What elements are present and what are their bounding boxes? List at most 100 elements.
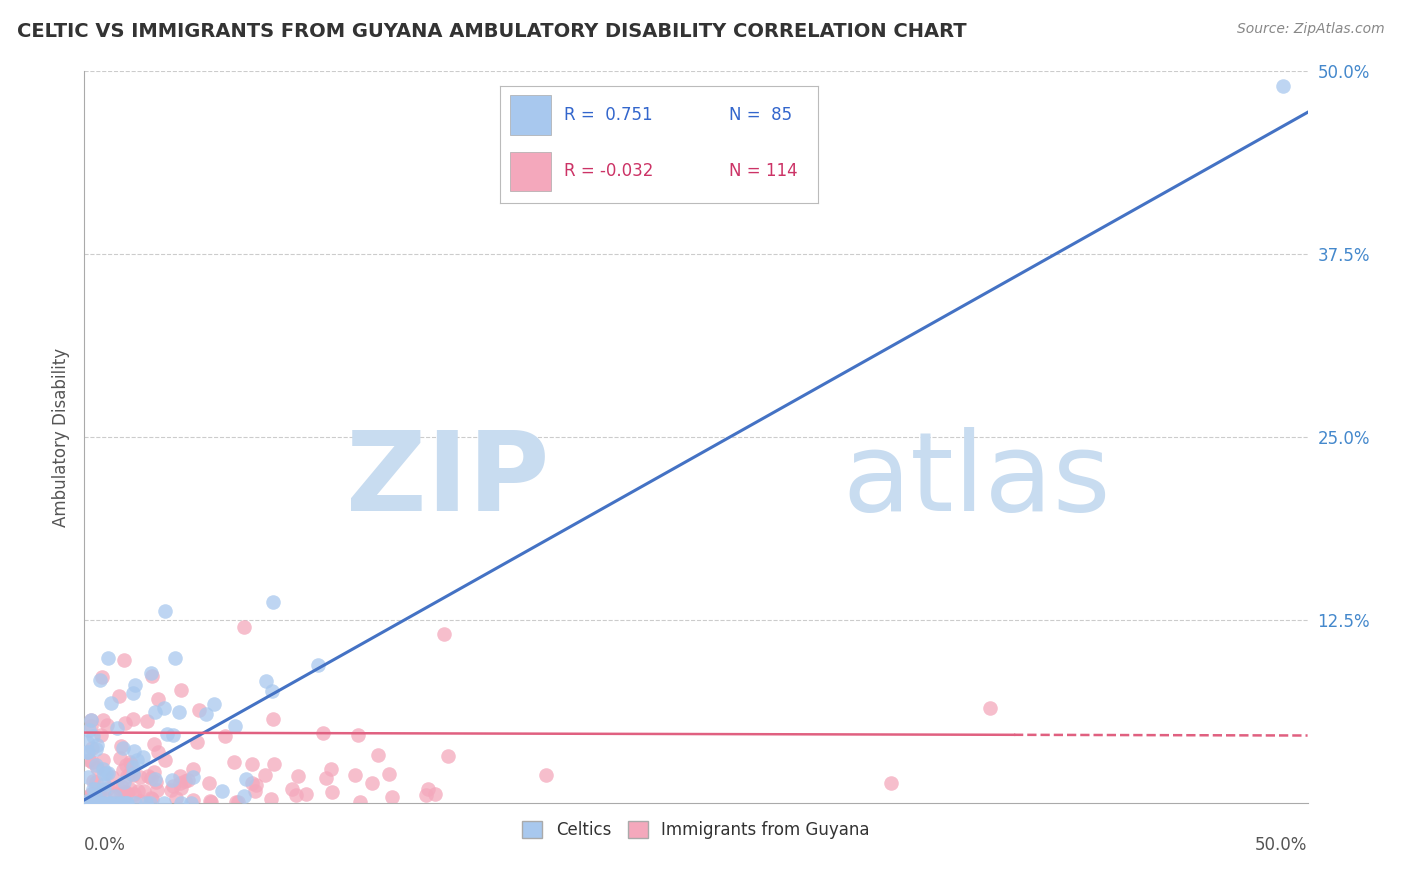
Point [98,796,121,810]
Point [83,796,105,810]
Point [253,768,276,782]
Point [84,742,107,756]
Point [378,767,401,781]
Point [77,796,100,810]
Text: atlas: atlas [842,427,1111,534]
Point [141,792,163,806]
Point [110,780,132,794]
Point [162,779,184,793]
Point [254,673,277,688]
Point [110,739,132,753]
Point [145,775,167,789]
Point [84,789,107,803]
Point [84,758,107,772]
Point [165,651,187,665]
Point [97,796,120,810]
Point [153,753,176,767]
Point [146,745,169,759]
Point [141,790,163,805]
Point [260,792,283,806]
Point [143,737,166,751]
Point [170,781,193,796]
Point [263,756,285,771]
Point [108,689,131,703]
Point [76,770,98,784]
Point [979,700,1001,714]
Point [79,713,101,727]
Point [226,795,249,809]
Point [235,772,257,786]
Point [77,796,100,810]
Point [112,741,135,756]
Point [141,669,163,683]
Point [84,796,107,810]
Point [242,756,264,771]
Point [114,715,136,730]
Point [148,692,170,706]
Point [121,760,143,774]
Point [127,784,149,798]
Point [415,789,437,803]
Point [160,773,183,788]
Point [262,683,284,698]
Point [174,774,197,789]
Point [80,713,103,727]
Point [118,766,141,780]
Point [222,755,245,769]
Point [170,682,193,697]
Point [437,748,460,763]
Point [311,726,333,740]
Point [91,753,114,767]
Point [225,795,247,809]
Point [262,595,284,609]
Point [84,781,107,796]
Point [425,787,447,801]
Point [93,781,115,796]
Point [114,784,136,798]
Point [202,697,225,711]
Point [122,686,145,700]
Point [180,796,202,810]
Point [344,767,367,781]
Point [307,657,329,672]
Point [224,719,246,733]
Point [90,796,112,810]
Point [87,789,110,804]
Point [132,783,155,797]
Point [281,782,304,797]
Point [76,789,98,804]
Point [214,729,236,743]
Point [169,705,191,719]
Point [120,781,142,796]
Point [153,796,176,810]
Point [115,786,138,800]
Point [124,796,146,810]
Point [112,763,135,777]
Point [124,678,146,692]
Point [315,771,337,785]
Point [82,773,104,788]
Point [96,717,118,731]
Point [94,765,117,780]
Point [110,796,132,810]
Point [80,719,103,733]
Point [76,745,98,759]
Point [153,604,176,618]
Point [93,713,115,727]
Point [198,776,221,790]
Point [143,706,166,720]
Point [181,793,204,807]
Point [80,795,103,809]
Text: 50.0%: 50.0% [1256,836,1308,854]
Point [82,782,104,797]
Point [76,794,98,808]
Point [534,768,557,782]
Point [295,787,318,801]
Point [115,796,138,810]
Point [128,794,150,808]
Point [142,765,165,780]
Point [188,703,211,717]
Point [112,796,135,810]
Point [112,653,135,667]
Point [165,790,187,805]
